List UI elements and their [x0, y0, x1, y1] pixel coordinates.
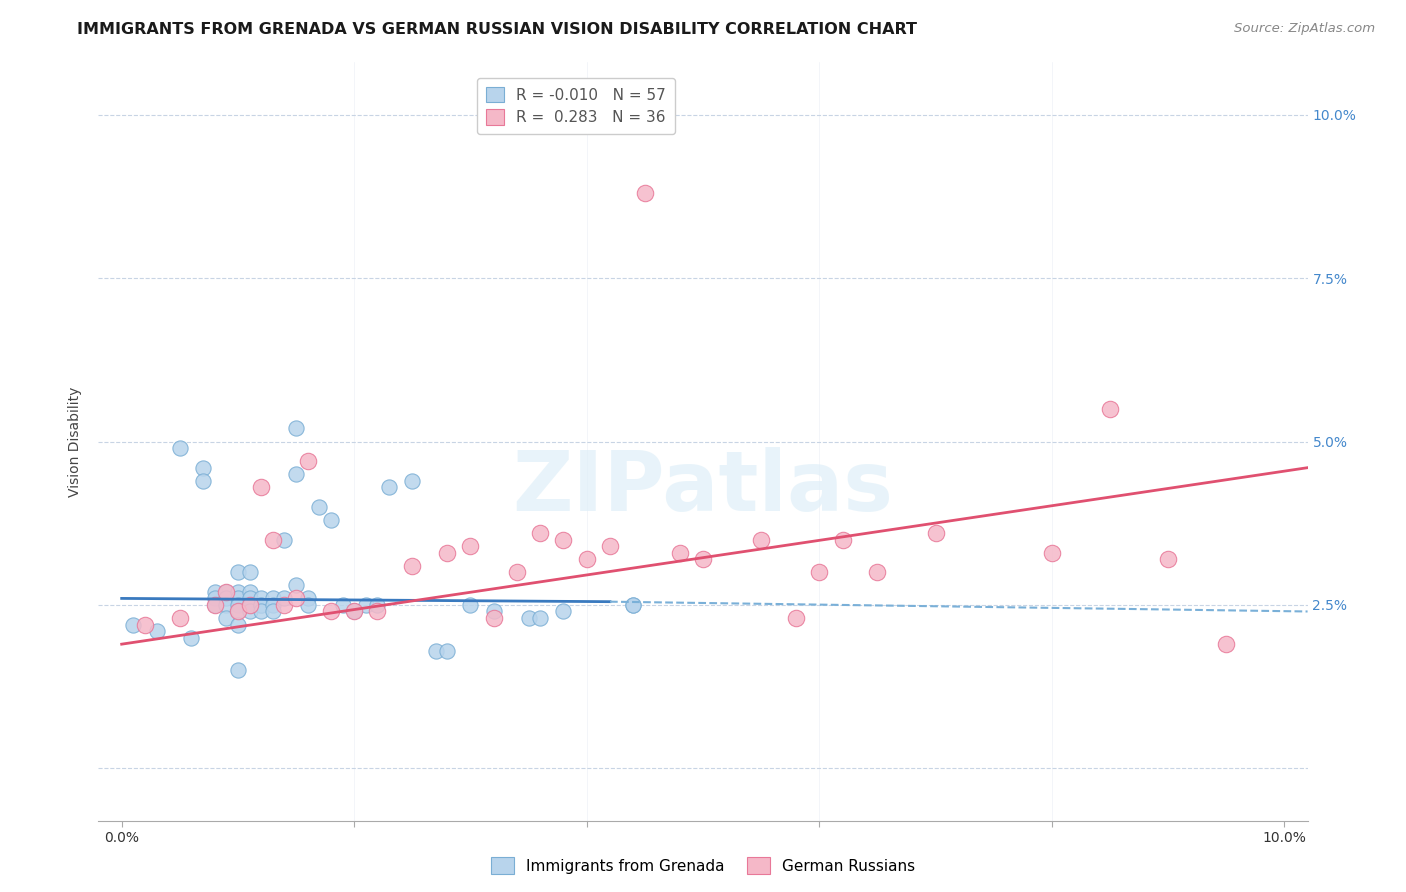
Point [226, 605, 249, 619]
Point [621, 598, 644, 612]
Point [482, 605, 505, 619]
Point [308, 500, 330, 514]
Point [239, 566, 262, 580]
Point [343, 605, 366, 619]
Point [436, 643, 458, 657]
Point [366, 598, 388, 612]
Point [226, 591, 249, 606]
Point [285, 578, 308, 592]
Point [297, 591, 319, 606]
Point [204, 591, 226, 606]
Point [215, 598, 238, 612]
Point [1098, 401, 1121, 416]
Point [191, 474, 214, 488]
Point [250, 480, 273, 494]
Point [215, 585, 238, 599]
Point [517, 611, 540, 625]
Point [332, 598, 354, 612]
Point [924, 526, 946, 541]
Point [343, 605, 366, 619]
Point [401, 558, 423, 573]
Point [204, 598, 226, 612]
Point [262, 591, 284, 606]
Point [785, 611, 807, 625]
Point [262, 533, 284, 547]
Point [575, 552, 598, 566]
Point [250, 605, 273, 619]
Legend: R = -0.010   N = 57, R =  0.283   N = 36: R = -0.010 N = 57, R = 0.283 N = 36 [477, 78, 675, 134]
Point [482, 611, 505, 625]
Point [529, 526, 551, 541]
Point [460, 598, 482, 612]
Text: Source: ZipAtlas.com: Source: ZipAtlas.com [1234, 22, 1375, 36]
Text: ZIPatlas: ZIPatlas [513, 447, 893, 527]
Text: IMMIGRANTS FROM GRENADA VS GERMAN RUSSIAN VISION DISABILITY CORRELATION CHART: IMMIGRANTS FROM GRENADA VS GERMAN RUSSIA… [77, 22, 917, 37]
Point [239, 598, 262, 612]
Point [1157, 552, 1180, 566]
Point [273, 591, 295, 606]
Point [273, 598, 295, 612]
Point [366, 605, 388, 619]
Point [250, 598, 273, 612]
Point [1215, 637, 1237, 651]
Point [285, 421, 308, 435]
Point [506, 566, 529, 580]
Point [226, 566, 249, 580]
Point [239, 598, 262, 612]
Point [122, 617, 145, 632]
Point [262, 605, 284, 619]
Point [436, 546, 458, 560]
Point [250, 591, 273, 606]
Point [866, 566, 889, 580]
Point [529, 611, 551, 625]
Y-axis label: Vision Disability: Vision Disability [69, 386, 83, 497]
Point [273, 533, 295, 547]
Point [239, 591, 262, 606]
Point [668, 546, 690, 560]
Point [180, 631, 202, 645]
Point [599, 539, 621, 553]
Point [226, 585, 249, 599]
Point [204, 598, 226, 612]
Point [297, 454, 319, 468]
Point [191, 460, 214, 475]
Point [297, 598, 319, 612]
Point [169, 441, 191, 455]
Point [831, 533, 853, 547]
Point [134, 617, 156, 632]
Point [621, 598, 644, 612]
Point [319, 513, 342, 527]
Point [319, 605, 342, 619]
Point [239, 585, 262, 599]
Point [285, 467, 308, 482]
Point [226, 617, 249, 632]
Point [749, 533, 772, 547]
Point [226, 598, 249, 612]
Point [285, 591, 308, 606]
Point [169, 611, 191, 625]
Point [215, 611, 238, 625]
Point [239, 605, 262, 619]
Point [215, 591, 238, 606]
Point [553, 605, 575, 619]
Legend: Immigrants from Grenada, German Russians: Immigrants from Grenada, German Russians [485, 851, 921, 880]
Point [401, 474, 423, 488]
Point [1040, 546, 1063, 560]
Point [808, 566, 831, 580]
Point [204, 585, 226, 599]
Point [226, 663, 249, 677]
Point [226, 605, 249, 619]
Point [553, 533, 575, 547]
Point [343, 605, 366, 619]
Point [634, 186, 657, 201]
Point [378, 480, 401, 494]
Point [460, 539, 482, 553]
Point [250, 598, 273, 612]
Point [145, 624, 167, 639]
Point [692, 552, 714, 566]
Point [425, 643, 447, 657]
Point [354, 598, 377, 612]
Point [215, 585, 238, 599]
Point [262, 598, 284, 612]
